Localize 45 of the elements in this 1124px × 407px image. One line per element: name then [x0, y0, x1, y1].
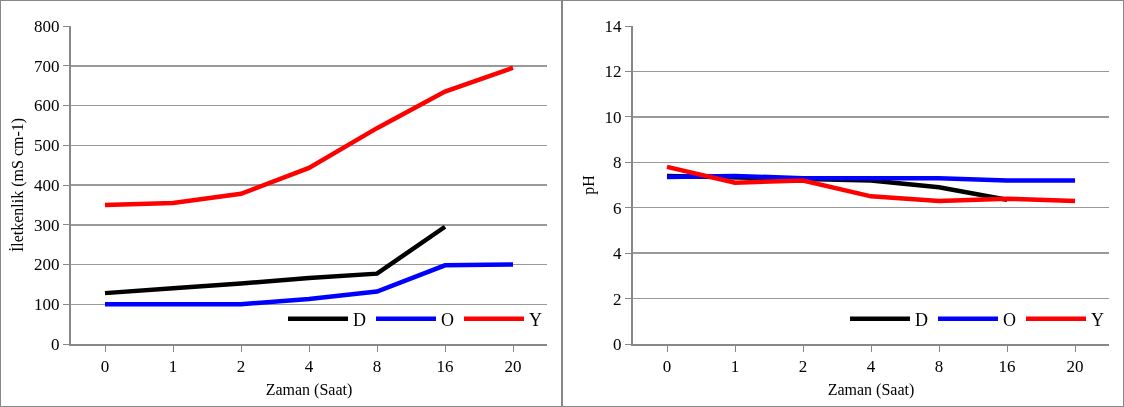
x-tick-label: 20 [1066, 357, 1084, 377]
line-series [102, 65, 516, 208]
y-axis-title: İletkenlik (mS cm-1) [9, 117, 28, 253]
y-axis-title: pH [580, 174, 598, 195]
x-tick-label: 16 [436, 357, 454, 377]
x-tick-label: 0 [662, 357, 672, 377]
x-tick-label: 2 [798, 357, 808, 377]
x-tick-label: 8 [934, 357, 944, 377]
y-tick-label: 0 [51, 334, 60, 354]
legend-label: D [353, 309, 366, 330]
legend-label: Y [529, 309, 542, 330]
line-series [102, 262, 516, 307]
y-tick-label: 4 [613, 244, 623, 264]
x-tick-label: 1 [168, 357, 178, 377]
y-tick-label: 600 [34, 96, 60, 116]
y-tick-label: 800 [34, 16, 60, 36]
x-axis-title: Zaman (Saat) [265, 380, 353, 399]
y-tick-label: 500 [34, 136, 60, 156]
x-tick-label: 1 [730, 357, 740, 377]
y-tick-label: 300 [34, 215, 60, 235]
x-tick-label: 2 [236, 357, 246, 377]
line-series [102, 224, 448, 296]
x-tick-label: 4 [304, 357, 314, 377]
y-tick-label: 10 [604, 107, 622, 127]
y-tick-label: 14 [604, 16, 623, 36]
y-tick-label: 12 [604, 62, 622, 82]
y-tick-label: 0 [613, 334, 622, 354]
y-tick-label: 8 [613, 153, 622, 173]
y-tick-label: 6 [613, 198, 622, 218]
x-axis-title: Zaman (Saat) [827, 380, 915, 399]
x-tick-label: 16 [998, 357, 1016, 377]
legend-label: Y [1091, 309, 1104, 330]
x-tick-label: 4 [866, 357, 876, 377]
x-tick-label: 20 [504, 357, 522, 377]
line-series [664, 164, 1078, 204]
y-tick-label: 700 [34, 56, 60, 76]
x-tick-label: 8 [372, 357, 382, 377]
x-tick-label: 0 [100, 357, 110, 377]
legend-label: D [915, 309, 928, 330]
y-tick-label: 200 [34, 255, 60, 275]
y-tick-label: 2 [613, 289, 622, 309]
y-tick-label: 400 [34, 175, 60, 195]
legend-label: O [1003, 309, 1016, 330]
y-tick-label: 100 [34, 295, 60, 315]
legend-label: O [441, 309, 454, 330]
